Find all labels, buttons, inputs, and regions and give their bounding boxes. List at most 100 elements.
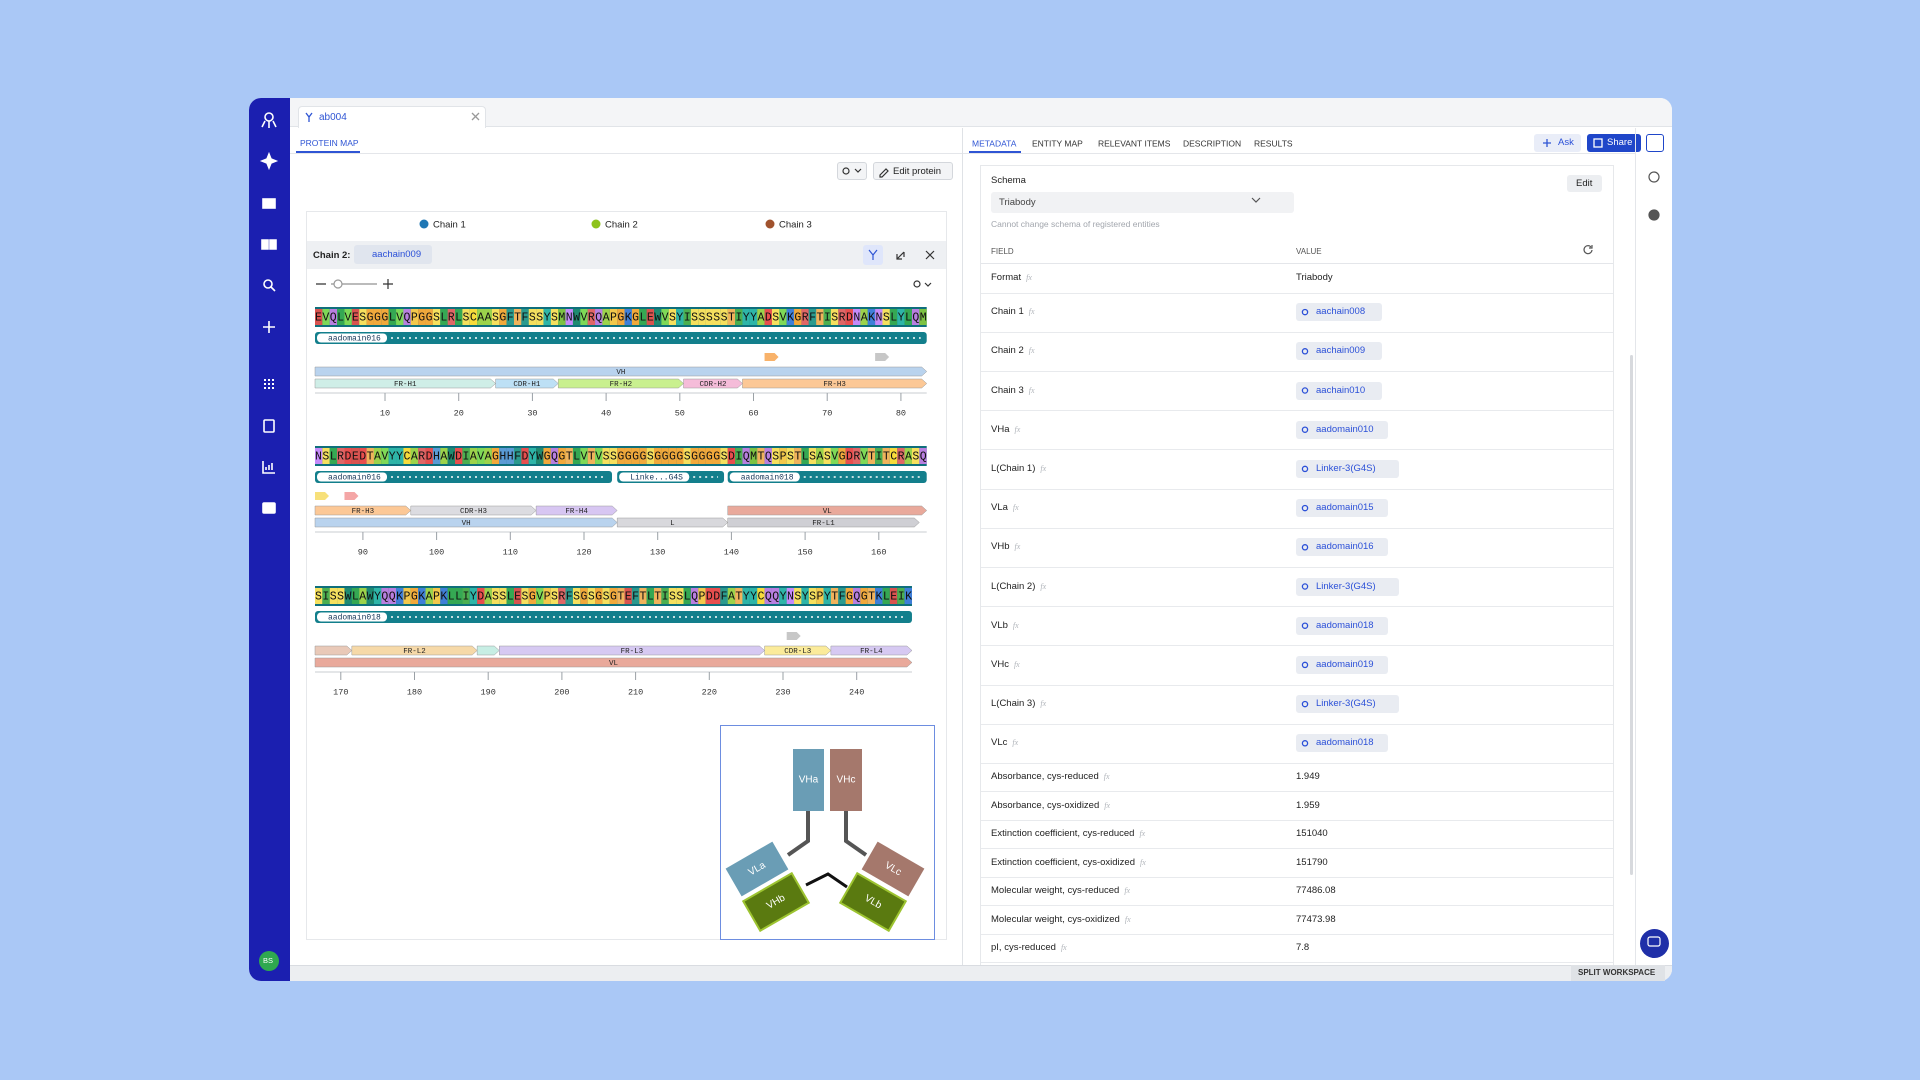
gear-button[interactable] [837,162,867,180]
value-chip[interactable] [1296,655,1388,674]
residue-bg [580,588,588,604]
info-icon[interactable] [1648,209,1660,221]
residue-bg [403,448,411,464]
residue-bg [373,448,382,464]
residue-bg [572,448,581,464]
value-chip-label: aachain010 [1316,384,1366,396]
zoom-buttons[interactable] [316,279,393,289]
diagram-hinges [786,811,868,857]
schema-select[interactable] [991,192,1294,213]
metadata-tab[interactable]: ENTITY MAP [1032,138,1083,148]
tab[interactable] [298,106,486,128]
icon-case [262,198,276,209]
chat-button[interactable] [1640,929,1669,958]
refresh-icon[interactable] [1583,245,1593,255]
subtab-underline [296,151,360,153]
residue-bg [381,448,389,464]
value-chip[interactable] [1296,381,1382,400]
metadata-tab[interactable]: RESULTS [1254,138,1293,148]
residue-bg [543,448,551,464]
icon-apps [264,379,274,389]
value-chip[interactable] [1296,303,1382,322]
history-icon[interactable] [1648,171,1660,183]
tab-close[interactable] [471,112,480,121]
map-container [306,211,947,940]
residue-bg [528,588,537,604]
value-chip[interactable] [1296,734,1388,753]
residue-bg [609,448,618,464]
value-chip-label: aachain008 [1316,306,1366,318]
residue-bg [447,588,456,604]
edit-protein-button[interactable] [873,162,953,180]
residue-bg [838,448,846,464]
residue-bg [558,588,566,604]
domain-label: aadomain018 [328,614,381,623]
avatar[interactable] [259,951,279,971]
ruler-tick-label: 70 [822,408,832,418]
formula-icon: fx [1012,738,1019,748]
metadata-tab[interactable]: DESCRIPTION [1183,138,1241,148]
panel-toggle[interactable] [1646,134,1664,152]
residue-bg [727,448,736,464]
residue-bg [477,588,485,604]
chain-tool-icon-1[interactable] [868,249,878,260]
feature-label: VH [462,520,471,528]
metadata-tab[interactable]: RELEVANT ITEMS [1098,138,1171,148]
value-chip[interactable] [1296,538,1388,557]
residue-bg [558,309,566,325]
ruler-tick-label: 200 [554,687,569,697]
chip-icon [1301,426,1309,433]
ask-button[interactable] [1534,134,1581,152]
residue-bg [381,588,389,604]
residue-bg [477,448,485,464]
left-subtab[interactable]: PROTEIN MAP [300,138,359,148]
residue-bg [440,309,448,325]
feature-arrow [314,366,928,377]
edit-protein-label: Edit protein [893,166,942,177]
value-chip[interactable] [1296,577,1399,596]
diagram-vlb [838,871,908,933]
feature-label: FR-H3 [823,381,846,389]
row-divider [981,292,1613,294]
residue-bg [617,448,625,464]
residue-bg [595,588,603,604]
ruler-tick-label: 100 [429,547,444,557]
residue-bg [587,588,596,604]
residue-bg [867,448,876,464]
value-chip[interactable] [1296,420,1388,439]
chain-tool-icon-2[interactable] [896,251,905,260]
residue-bg [764,309,772,325]
value-chip[interactable] [1296,499,1388,518]
zoom-thumb[interactable] [333,279,343,289]
residue-bg [513,309,522,325]
row-divider [981,645,1613,647]
schema-edit-button[interactable] [1567,175,1602,192]
chain-chip[interactable] [354,245,432,264]
field-name: Chain 2 [991,345,1024,357]
residue-bg [440,588,448,604]
residue-bg [919,448,927,464]
field-name: L(Chain 1) [991,462,1036,474]
ruler-tick-label: 240 [849,687,864,697]
row-divider [981,791,1613,793]
value-chip[interactable] [1296,616,1388,635]
seq-gear[interactable] [913,280,921,288]
value-chip[interactable] [1296,459,1399,478]
diagram-vlc [861,841,925,897]
value-chip[interactable] [1296,342,1382,361]
value-chip-label: Linker-3(G4S) [1316,698,1376,710]
value-chip[interactable] [1296,695,1399,714]
formula-icon: fx [1104,800,1111,810]
metadata-tab[interactable]: METADATA [972,138,1017,148]
field-name: L(Chain 3) [991,698,1036,710]
domain-chip [317,472,387,482]
domain-chip [619,472,690,482]
chain-close[interactable] [925,250,935,260]
split-workspace-button[interactable] [1571,965,1665,981]
residue-bg [830,448,839,464]
formula-icon: fx [1012,620,1019,630]
ruler-tick-label: 40 [601,408,611,418]
residue-bg [410,588,419,604]
residue-bg [329,309,338,325]
feature-marker [875,353,890,361]
